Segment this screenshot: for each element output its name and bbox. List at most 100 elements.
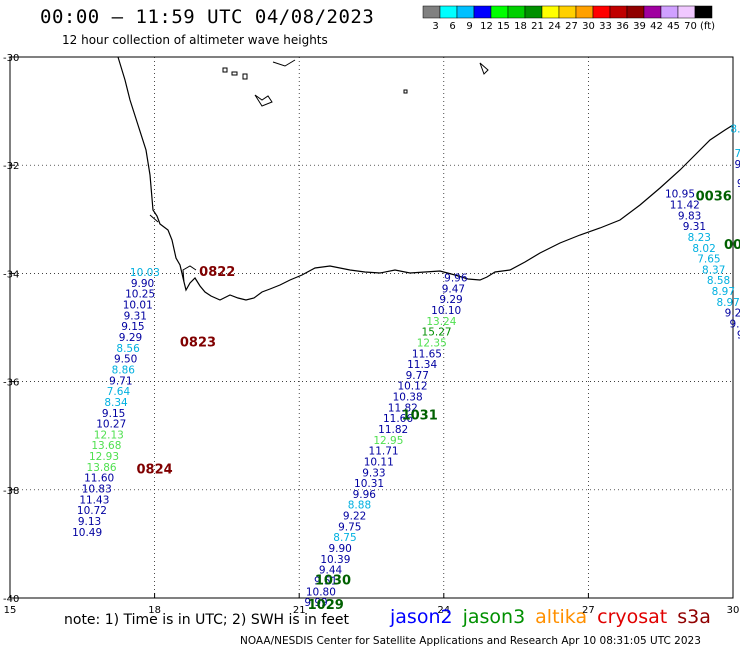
lat-tick-label: -40 [3,594,19,605]
footnote: note: 1) Time is in UTC; 2) SWH is in fe… [64,612,350,628]
colorbar-swatch [507,5,526,19]
swh-value-label: 8.86 [112,364,136,376]
colorbar-swatch [609,5,628,19]
lat-tick-label: -32 [3,161,19,172]
swh-value-label: 10.72 [77,505,107,517]
colorbar-swatch [490,5,509,19]
map-frame [9,56,734,599]
lon-tick-label: 30 [727,605,740,616]
colorbar-label: 27 [565,21,578,32]
swh-value-label: 11.65 [412,348,442,360]
colorbar-swatch [626,5,645,19]
swh-value-label: 9.33 [362,467,385,479]
colorbar-label: 70 [684,21,697,32]
swh-value-label: 9.99 [304,597,327,609]
swh-value-label: 7 [734,148,740,160]
swh-value-label: 10.39 [320,554,350,566]
swh-value-label: 9.90 [131,278,154,290]
colorbar-swatch [422,5,441,19]
swh-value-label: 10.25 [125,289,155,301]
colorbar-swatch [439,5,458,19]
swh-value-label: 10.03 [130,267,160,279]
colorbar-swatch [541,5,560,19]
lon-tick-label: 15 [4,605,17,616]
swh-value-label: 9.29 [439,294,462,306]
swh-value-label: 8.97 [716,297,739,309]
colorbar-label: 6 [449,21,455,32]
swh-value-label: 9.13 [78,516,101,528]
track-time-label: 00 [724,238,740,253]
swh-value-label: 8.88 [348,500,371,512]
satellite-legend: jason2 jason3 altika cryosat s3a [390,606,721,628]
swh-value-label: 8.02 [692,243,715,255]
satellite-legend-s3a: s3a [677,606,711,628]
swh-value-label: 9.15 [102,408,125,420]
swh-value-label: 13.24 [426,316,456,328]
colorbar-label: 18 [514,21,527,32]
track-time-label: 0036 [696,189,732,204]
swh-value-label: 8.56 [116,343,140,355]
track-time-label: 1030 [315,573,351,588]
colorbar-label: 36 [616,21,629,32]
swh-value-label: 10.95 [665,189,695,201]
swh-value-label: 11.34 [407,359,437,371]
colorbar-label: 21 [531,21,544,32]
swh-value-label: 10.83 [82,484,112,496]
swh-value-label: 9.15 [121,321,144,333]
swh-value-label: 12.35 [417,337,447,349]
coastline-south-africa [117,56,734,301]
swh-value-label: 10.80 [306,586,336,598]
swh-value-label: 7.65 [697,254,720,266]
lon-tick-label: 24 [437,605,450,616]
colorbar-swatch [694,5,713,19]
swh-value-label: 9.31 [124,310,147,322]
swh-value-label: 9 [737,178,740,190]
satellite-legend-cryosat: cryosat [597,606,668,628]
swh-value-label: 11.71 [369,446,399,458]
satellite-legend-jason3: jason3 [462,606,526,628]
swh-value-label: 11.42 [670,199,700,211]
swh-value-label: 9.3 [729,319,740,331]
lat-tick-label: -30 [3,53,19,64]
swh-value-label: 10.10 [431,305,461,317]
swh-value-label: 8. [730,124,740,136]
swh-value-label: 9.29 [119,332,142,344]
swh-value-label: 9.51 [314,575,337,587]
swh-value-label: 9.47 [442,283,465,295]
colorbar-label: 12 [480,21,493,32]
swh-value-label: 9.50 [114,354,137,366]
swh-value-label: 9.71 [109,375,132,387]
colorbar-swatch [456,5,475,19]
colorbar-label: 3 [432,21,438,32]
swh-value-label: 12.93 [89,451,119,463]
small-islands [149,59,489,223]
track-time-label: 1031 [402,408,438,423]
swh-value-label: 10.12 [397,381,427,393]
colorbar-swatch [677,5,696,19]
colorbar-swatch [575,5,594,19]
swh-value-label: 8.37 [702,264,725,276]
swh-value-label: 9.75 [338,521,361,533]
swh-value-label: 9.44 [319,565,343,577]
map-title: 00:00 – 11:59 UTC 04/08/2023 [40,6,375,28]
track-time-label: 0823 [180,335,216,350]
swh-value-label: 9.2 [725,308,740,320]
colorbar-label: 39 [633,21,646,32]
swh-value-label: 9.83 [678,210,701,222]
coastline-gulf [182,265,197,283]
colorbar-label: 15 [497,21,510,32]
track-time-label: 0824 [137,463,173,478]
swh-value-label: 10.01 [123,300,153,312]
lat-tick-label: -38 [3,486,19,497]
swh-value-label: 9 [734,159,740,171]
swh-value-label: 12.95 [373,435,403,447]
lat-tick-label: -36 [3,378,19,389]
swh-value-label: 9.77 [406,370,429,382]
swh-value-label: 10.38 [393,392,423,404]
swh-value-label: 13.86 [87,462,117,474]
colorbar-label: 42 [650,21,663,32]
colorbar-label: 33 [599,21,612,32]
colorbar-swatch [660,5,679,19]
swh-value-label: 11.66 [383,413,413,425]
